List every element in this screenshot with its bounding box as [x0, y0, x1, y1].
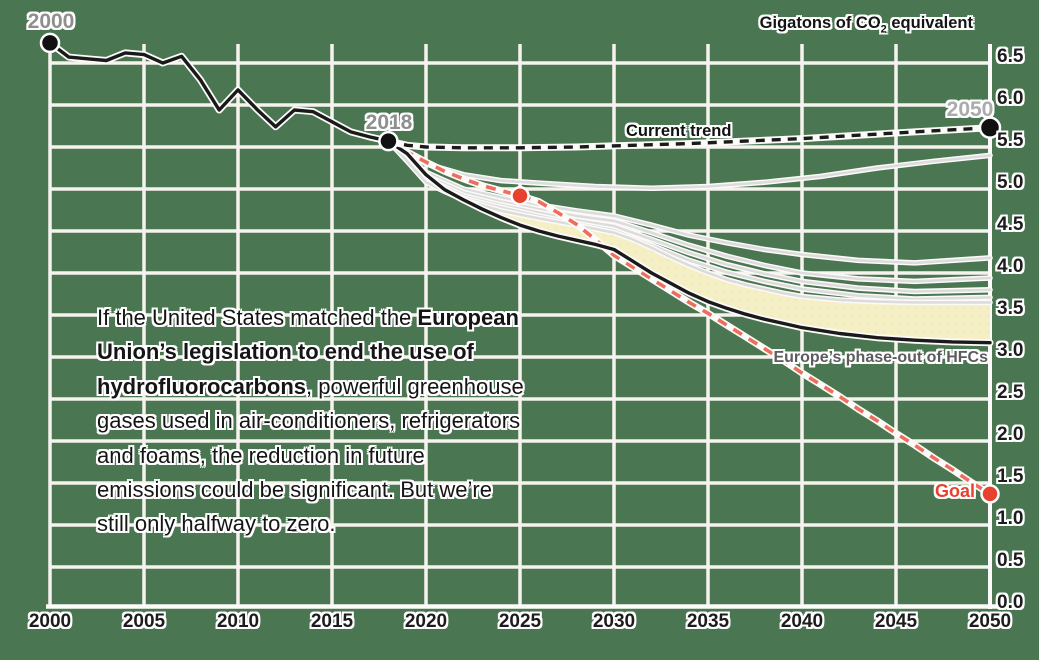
caption-line: hydrofluorocarbons, powerful greenhouse — [97, 370, 524, 404]
caption-line: gases used in air-conditioners, refriger… — [97, 404, 524, 438]
units-title-text-2: equivalent — [886, 14, 973, 32]
label-europe-phaseout: Europe’s phase-out of HFCs — [773, 349, 988, 366]
caption-line: emissions could be significant. But we’r… — [97, 473, 524, 507]
red-marker-2050 — [980, 484, 1000, 504]
x-tick-label: 2050 — [968, 611, 1012, 632]
black-marker-2050 — [978, 116, 1002, 139]
caption-line: If the United States matched the Europea… — [97, 301, 524, 335]
x-tick-label: 2045 — [874, 611, 918, 632]
y-tick-label: 4.0 — [997, 256, 1024, 277]
black-marker-2018 — [378, 130, 399, 152]
gridlines — [48, 44, 992, 606]
label-current-trend: Current trend — [626, 122, 732, 140]
y-tick-label: 5.0 — [997, 172, 1024, 193]
series-us-historical — [46, 39, 392, 145]
x-tick-label: 2005 — [122, 611, 166, 632]
x-tick-label: 2015 — [310, 611, 354, 632]
x-tick-label: 2030 — [592, 611, 636, 632]
caption-text: , powerful greenhouse — [306, 373, 524, 399]
y-tick-label: 1.5 — [997, 466, 1024, 487]
label-year-2000: 2000 — [27, 10, 75, 33]
caption-text: still only halfway to zero. — [97, 511, 336, 537]
x-tick-label: 2010 — [216, 611, 260, 632]
y-tick-label: 3.5 — [997, 298, 1024, 319]
label-year-2050: 2050 — [946, 98, 994, 121]
series-europe-phaseout — [384, 137, 994, 498]
y-tick-label: 2.0 — [997, 424, 1024, 445]
data-point-markers — [39, 32, 1002, 504]
label-year-2018: 2018 — [365, 111, 413, 134]
caption-text-bold: European — [417, 305, 519, 330]
caption-line: and foams, the reduction in future — [97, 439, 524, 473]
x-tick-label: 2025 — [498, 611, 542, 632]
y-tick-label: 6.5 — [997, 46, 1024, 67]
units-title-subscript: 2 — [880, 23, 887, 36]
y-tick-label: 5.5 — [997, 130, 1024, 151]
caption-text: If the United States matched the — [97, 305, 418, 330]
series-eu-legislation — [384, 137, 994, 347]
caption-line: still only halfway to zero. — [97, 507, 524, 541]
scenario-band — [388, 141, 990, 343]
series-scenario-b — [385, 138, 993, 266]
x-tick-label: 2040 — [780, 611, 824, 632]
y-tick-label: 6.0 — [997, 88, 1024, 109]
chart-caption: If the United States matched the Europea… — [97, 301, 524, 542]
caption-text: gases used in air-conditioners, refriger… — [97, 408, 521, 434]
caption-line: Union’s legislation to end the use of — [97, 335, 524, 369]
chart-units-title: Gigatons of CO2 equivalent — [760, 14, 973, 35]
red-marker-2025 — [510, 185, 530, 206]
y-tick-label: 3.0 — [997, 340, 1024, 361]
x-tick-label: 2035 — [686, 611, 730, 632]
y-tick-label: 1.0 — [997, 508, 1024, 529]
y-tick-label: 0.0 — [997, 592, 1024, 613]
label-goal: Goal — [934, 481, 975, 501]
series-current-trend — [384, 124, 994, 152]
caption-text: emissions could be significant. But we’r… — [97, 477, 492, 503]
x-tick-label: 2020 — [404, 611, 448, 632]
caption-text-bold: Union’s legislation to end the use of — [97, 339, 474, 365]
caption-text: and foams, the reduction in future — [97, 442, 425, 468]
units-title-text: Gigatons of CO — [759, 14, 881, 32]
y-tick-label: 4.5 — [997, 214, 1024, 235]
scenario-lines — [46, 39, 994, 498]
y-tick-label: 0.5 — [997, 550, 1024, 571]
y-tick-label: 2.5 — [997, 382, 1024, 403]
black-marker-2000 — [39, 32, 61, 54]
x-tick-label: 2000 — [28, 611, 72, 632]
caption-text-bold: hydrofluorocarbons — [97, 373, 307, 399]
